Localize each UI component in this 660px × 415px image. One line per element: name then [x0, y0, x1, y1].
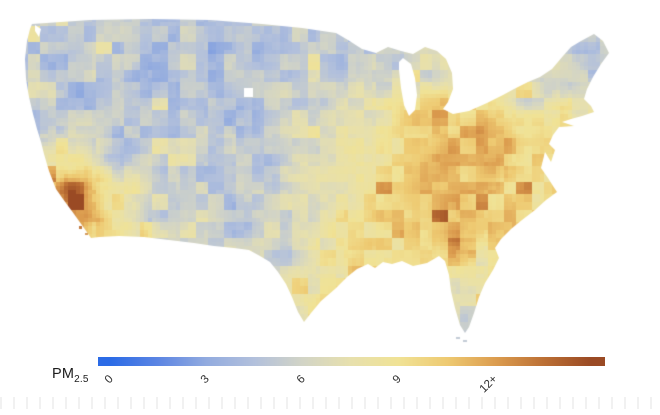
colorbar-tick-label: 9 [391, 373, 405, 387]
legend-label-subscript: 2.5 [74, 373, 89, 385]
colorbar-tick-label: 6 [294, 373, 308, 387]
legend-variable-label: PM2.5 [52, 366, 89, 385]
colorbar-gradient [98, 357, 605, 366]
legend-label-base: PM [52, 366, 75, 382]
colorbar-tick-label: 12+ [478, 373, 501, 396]
colorbar-tick-label: 3 [198, 373, 212, 387]
us-county-choropleth-map [0, 0, 660, 352]
bottom-faint-tick-strip [0, 397, 660, 409]
colorbar-tick-label: 0 [102, 373, 116, 387]
